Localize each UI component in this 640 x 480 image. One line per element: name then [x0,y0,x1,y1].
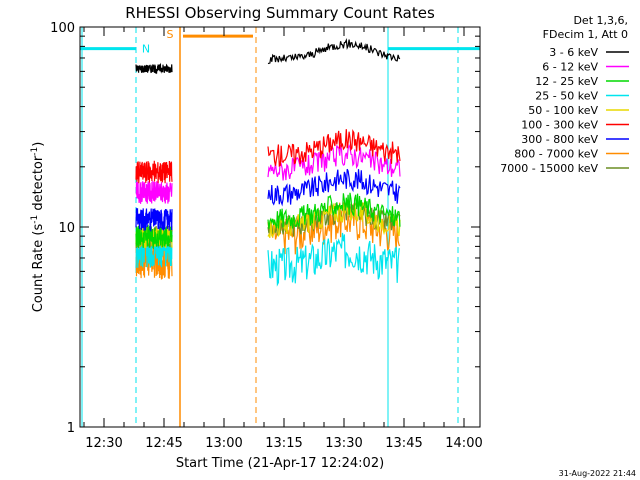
chart-title: RHESSI Observing Summary Count Rates [125,4,435,22]
series-line-7 [135,208,173,232]
x-tick-label: 14:00 [445,436,482,451]
series-line-1 [267,37,401,65]
x-tick-label: 13:00 [205,436,242,451]
y-axis-label-end: ) [31,142,46,147]
y-axis-label: Count Rate (s-1 detector-1) [30,142,46,313]
y-tick-label: 10 [58,221,75,236]
x-tick-label: 13:45 [385,436,422,451]
timestamp: 31-Aug-2022 21:44 [559,469,636,478]
series-line-7 [267,168,401,207]
night-marker: N [142,43,150,56]
series-line-3 [267,192,401,229]
legend-label-8: 800 - 7000 keV [514,148,598,161]
saa-marker: S [167,28,174,41]
series-line-2 [267,143,401,181]
x-tick-label: 13:15 [265,436,302,451]
axes: 12:30 12:45 13:00 13:15 13:30 13:45 14:00 1 10 10… [50,21,483,451]
series-line-2 [135,180,173,204]
legend-label-2: 6 - 12 keV [542,61,598,74]
legend-label-3: 12 - 25 keV [535,75,598,88]
x-tick-label: 12:45 [145,436,182,451]
legend-label-1: 3 - 6 keV [549,46,598,59]
series-line-5 [267,200,401,239]
legend-label-6: 100 - 300 keV [521,119,598,132]
legend-header-line-1: Det 1,3,6, [573,14,628,27]
legend-header-line-2: FDecim 1, Att 0 [543,28,628,41]
y-axis-label-sup2: -1 [30,147,40,156]
y-axis-label-main: Count Rate (s [31,224,46,313]
series-line-6 [135,160,173,184]
x-axis-label: Start Time (21-Apr-17 12:24:02) [176,456,384,471]
y-tick-label: 100 [50,21,75,36]
legend-label-4: 25 - 50 keV [535,90,598,103]
x-tick-label: 13:30 [325,436,362,451]
y-axis-label-mid: detector [31,155,46,215]
legend-label-9: 7000 - 15000 keV [500,162,598,175]
series-line-6 [267,129,401,167]
series-line-3 [135,224,173,250]
legend-label-5: 50 - 100 keV [528,104,598,117]
series-line-4 [267,232,400,287]
series-line-1 [135,62,173,75]
legend: Det 1,3,6, FDecim 1, Att 0 3 - 6 keV 6 - … [500,14,629,175]
legend-label-7: 300 - 800 keV [521,133,598,146]
y-axis-label-sup1: -1 [30,215,40,224]
x-tick-label: 12:30 [85,436,122,451]
y-tick-label: 1 [67,421,75,436]
series-lines [135,37,401,287]
